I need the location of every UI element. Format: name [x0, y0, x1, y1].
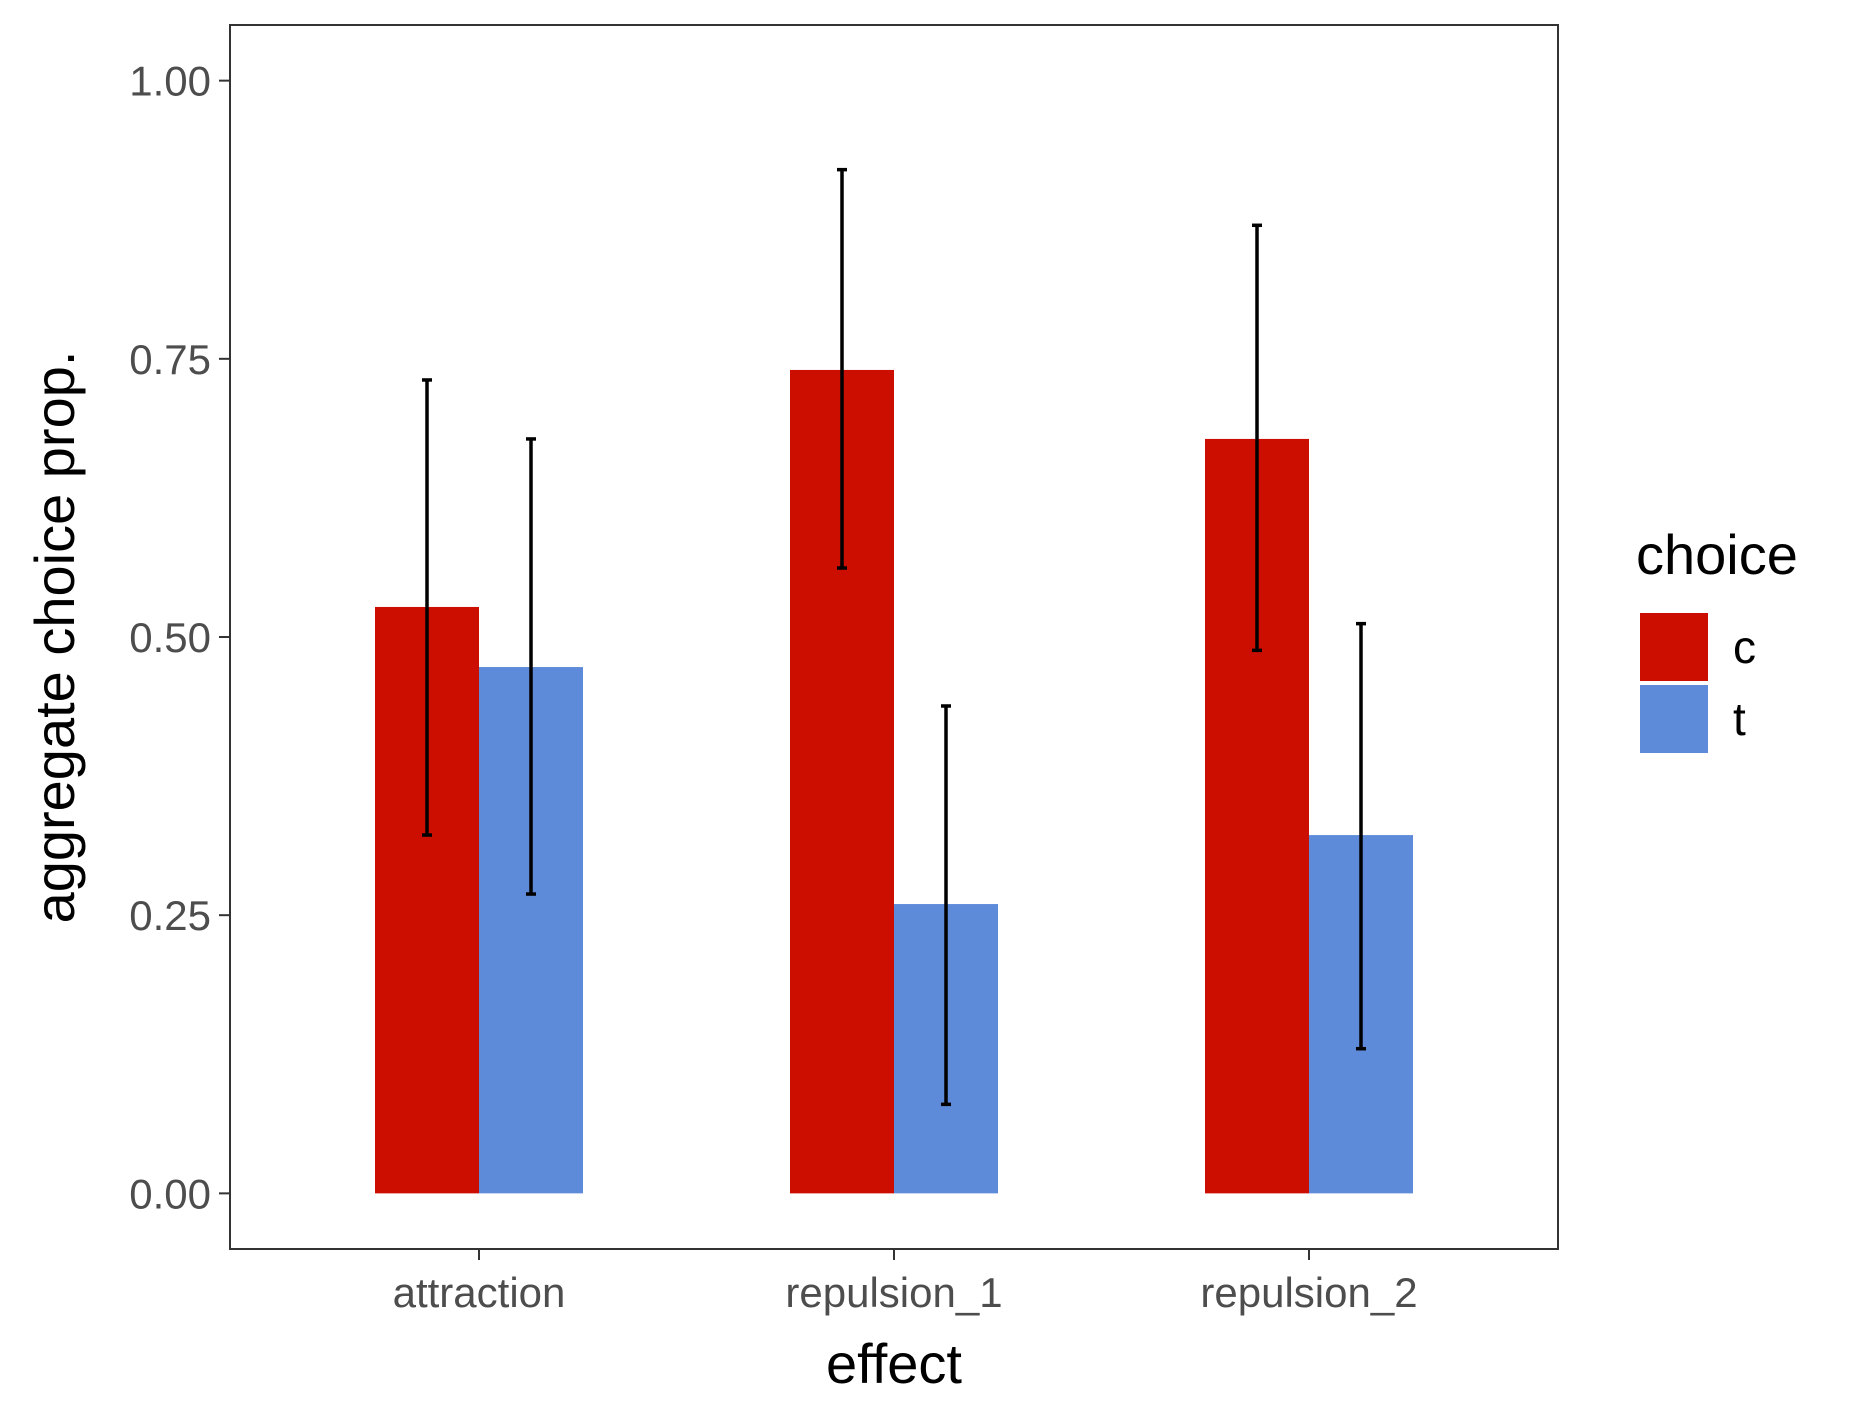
y-tick-label: 0.25 [129, 892, 211, 939]
x-tick-label: attraction [393, 1269, 566, 1316]
y-tick-label: 0.75 [129, 336, 211, 383]
y-tick-label: 1.00 [129, 58, 211, 105]
error-bar-t-repulsion_2 [1356, 621, 1366, 1051]
x-tick-label: repulsion_2 [1200, 1269, 1417, 1316]
legend-title: choice [1636, 523, 1798, 586]
y-tick-label: 0.00 [129, 1170, 211, 1217]
y-axis-title: aggregate choice prop. [23, 351, 86, 924]
legend-label-t: t [1733, 693, 1746, 745]
x-tick-label: repulsion_1 [785, 1269, 1002, 1316]
error-bar-c-attraction [422, 378, 432, 837]
error-bar-c-repulsion_2 [1252, 223, 1262, 653]
y-axis: 0.00 0.25 0.50 0.75 1.00 [129, 58, 230, 1217]
x-axis: attraction repulsion_1 repulsion_2 [393, 1249, 1418, 1316]
legend-label-c: c [1733, 621, 1756, 673]
errorbars-layer [422, 167, 1366, 1107]
y-tick-label: 0.50 [129, 614, 211, 661]
error-bar-t-attraction [526, 437, 536, 896]
x-axis-title: effect [826, 1332, 962, 1395]
legend-key-t [1640, 685, 1708, 753]
legend: choice ct [1636, 523, 1798, 753]
error-bar-t-repulsion_1 [941, 704, 951, 1107]
legend-key-c [1640, 613, 1708, 681]
error-bar-c-repulsion_1 [837, 167, 847, 570]
